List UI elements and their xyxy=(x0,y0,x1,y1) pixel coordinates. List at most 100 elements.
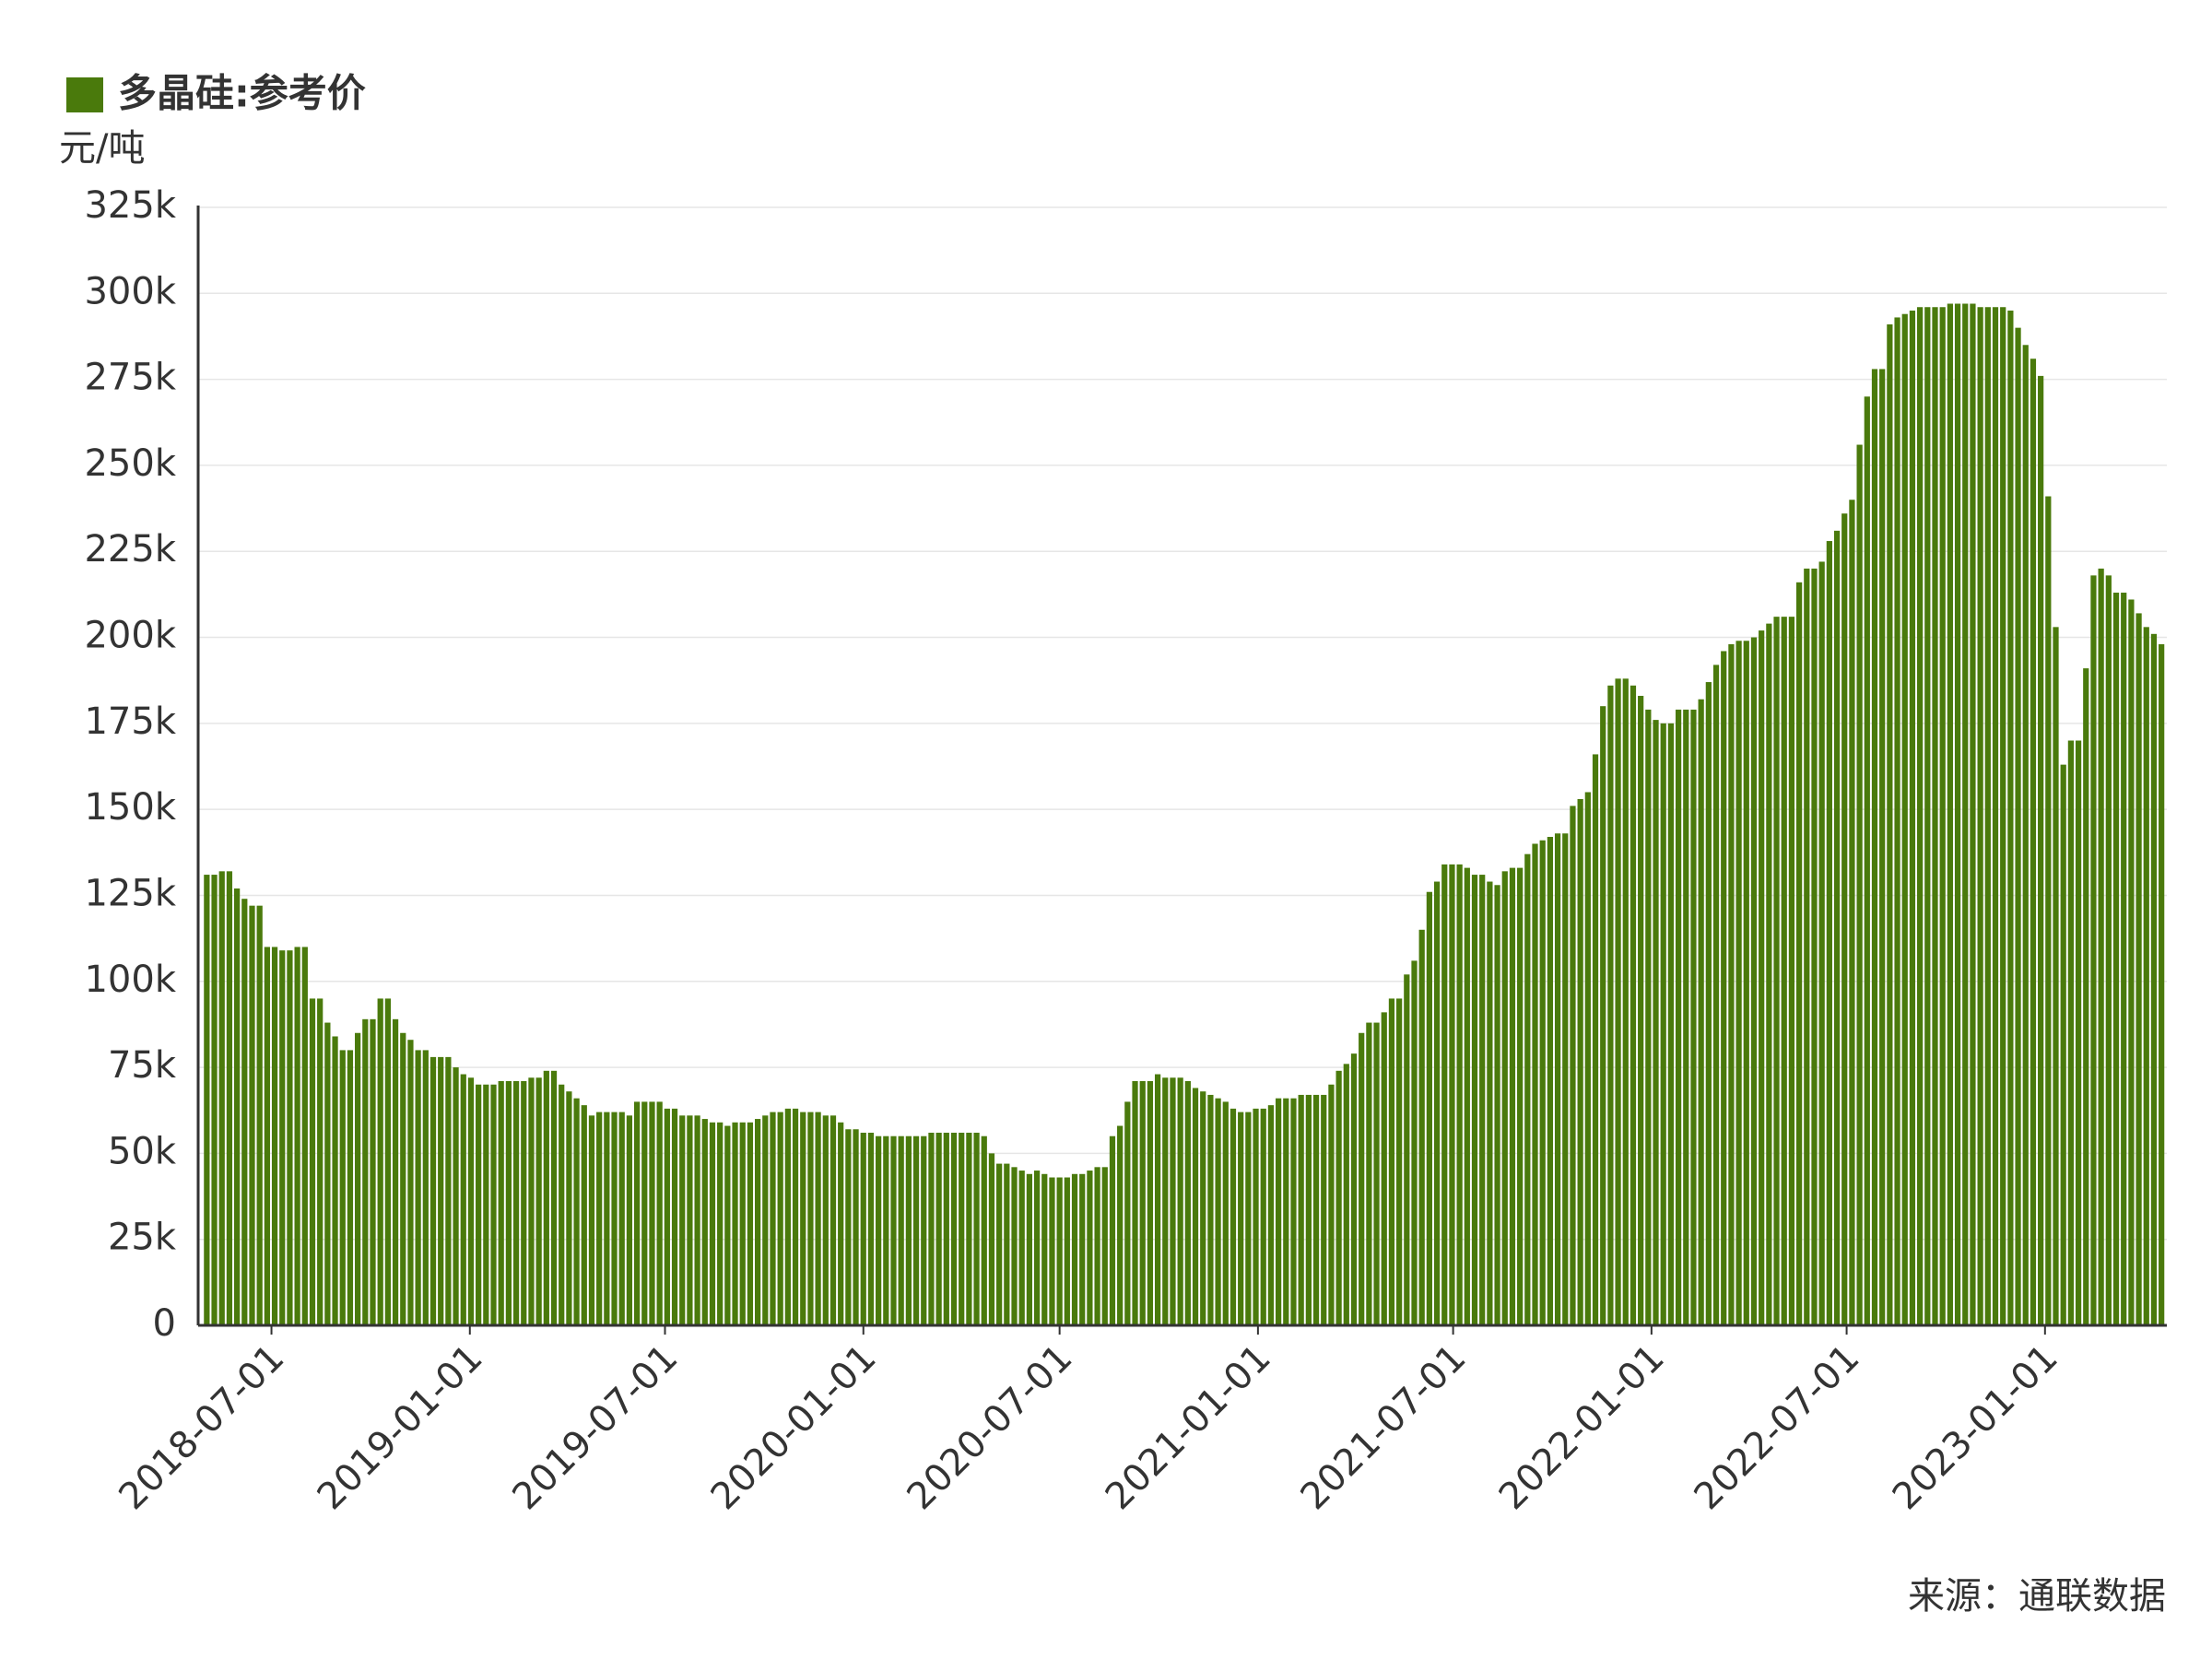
y-axis-label: 元/吨 xyxy=(59,127,145,170)
bar xyxy=(1743,641,1749,1325)
bar xyxy=(1275,1098,1282,1325)
bar xyxy=(1026,1173,1033,1325)
bar xyxy=(815,1112,821,1325)
bar xyxy=(1464,867,1470,1325)
bar xyxy=(324,1022,331,1325)
bar xyxy=(1312,1094,1320,1325)
bar xyxy=(845,1129,852,1325)
bar xyxy=(1215,1098,1221,1325)
bar xyxy=(981,1135,987,1325)
bar xyxy=(890,1135,897,1325)
source-note: 来源：通联数据 xyxy=(1908,1575,2166,1618)
y-tick-label: 75k xyxy=(108,1044,177,1087)
bar xyxy=(467,1077,475,1325)
bar xyxy=(550,1070,558,1325)
bar xyxy=(377,998,383,1325)
bar xyxy=(1977,307,1983,1325)
bar xyxy=(649,1101,655,1325)
bar xyxy=(1954,303,1961,1325)
x-tick-label: 2021-07-01 xyxy=(1293,1336,1475,1518)
y-tick-label: 300k xyxy=(84,270,176,312)
bar xyxy=(1177,1077,1183,1325)
bar xyxy=(1328,1084,1335,1325)
bar xyxy=(1335,1070,1342,1325)
bar xyxy=(287,950,293,1325)
bar xyxy=(1441,864,1448,1325)
bar xyxy=(1418,929,1425,1325)
bar xyxy=(709,1122,716,1325)
bar xyxy=(241,899,248,1325)
bar xyxy=(966,1132,972,1325)
bar xyxy=(732,1122,738,1325)
bar xyxy=(2112,593,2120,1325)
bar xyxy=(271,947,278,1325)
bar xyxy=(641,1101,648,1325)
bar xyxy=(535,1077,542,1325)
bar xyxy=(1947,303,1953,1325)
bar xyxy=(2038,375,2044,1326)
bar xyxy=(860,1132,866,1325)
bar xyxy=(1721,651,1727,1325)
bar xyxy=(2083,668,2089,1325)
bar xyxy=(701,1119,708,1325)
bar xyxy=(1833,530,1841,1325)
bar xyxy=(1290,1098,1297,1325)
bar xyxy=(754,1119,761,1325)
bar xyxy=(2128,599,2135,1325)
y-tick-label: 175k xyxy=(84,700,176,743)
bar xyxy=(2121,593,2127,1325)
bar xyxy=(1101,1167,1108,1325)
bar xyxy=(2098,568,2104,1325)
bar xyxy=(1607,685,1614,1325)
bar xyxy=(1501,871,1508,1325)
bar xyxy=(2067,740,2075,1325)
bar xyxy=(1592,754,1599,1325)
bar xyxy=(1690,709,1697,1325)
bar xyxy=(943,1132,949,1325)
bar xyxy=(1638,695,1644,1325)
bar xyxy=(309,998,316,1325)
bar xyxy=(528,1077,535,1325)
bar xyxy=(1630,685,1637,1325)
y-tick-label: 100k xyxy=(84,959,176,1001)
bar xyxy=(1750,637,1758,1325)
x-tick-label: 2021-01-01 xyxy=(1098,1336,1279,1518)
bar xyxy=(898,1135,904,1325)
bar xyxy=(460,1074,466,1325)
bar xyxy=(2015,327,2021,1326)
bar xyxy=(1570,806,1576,1325)
bar xyxy=(1011,1167,1018,1325)
bar xyxy=(2053,627,2059,1325)
bar xyxy=(1094,1167,1100,1325)
bar xyxy=(2030,359,2037,1325)
bar xyxy=(1071,1173,1078,1325)
bar xyxy=(1359,1032,1365,1325)
x-tick-label: 2022-01-01 xyxy=(1491,1336,1673,1518)
x-tick-label: 2022-07-01 xyxy=(1687,1336,1868,1518)
bar xyxy=(445,1056,452,1325)
bar xyxy=(1622,678,1629,1325)
bar xyxy=(604,1112,610,1325)
bar xyxy=(2007,310,2014,1325)
bar xyxy=(1818,561,1825,1325)
bar xyxy=(581,1105,587,1325)
bar xyxy=(1698,699,1704,1325)
legend-swatch xyxy=(66,77,103,112)
bar xyxy=(1766,623,1772,1325)
bar xyxy=(1132,1081,1138,1325)
bar xyxy=(1992,307,1999,1325)
bar xyxy=(1260,1108,1266,1325)
bar xyxy=(332,1036,338,1325)
bar xyxy=(355,1032,361,1325)
bar xyxy=(1645,709,1652,1325)
bar xyxy=(1795,582,1803,1325)
bar xyxy=(1396,998,1403,1325)
bar xyxy=(1517,867,1524,1325)
bar xyxy=(1879,369,1886,1325)
bar xyxy=(1487,881,1493,1325)
bar xyxy=(218,871,225,1325)
bar xyxy=(279,950,286,1325)
bar xyxy=(611,1112,618,1325)
bar xyxy=(1449,864,1455,1325)
bar xyxy=(1712,665,1720,1325)
